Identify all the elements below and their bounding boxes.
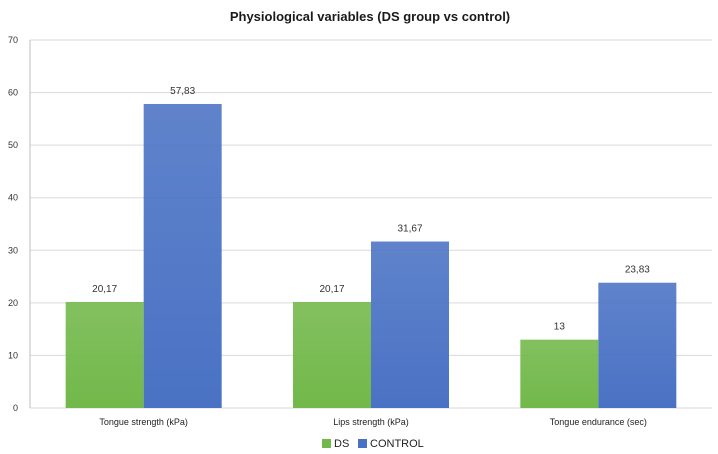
legend-swatch-ds bbox=[322, 439, 331, 448]
legend: DS CONTROL bbox=[322, 438, 424, 450]
data-label: 13 bbox=[554, 322, 566, 333]
data-label: 20,17 bbox=[92, 284, 117, 295]
bars bbox=[65, 103, 677, 408]
legend-label: DS bbox=[334, 438, 349, 450]
y-tick-label: 70 bbox=[8, 35, 18, 45]
category-labels: Tongue strength (kPa) Lips strength (kPa)… bbox=[99, 417, 646, 427]
data-label: 31,67 bbox=[397, 224, 422, 235]
legend-label: CONTROL bbox=[370, 438, 424, 450]
category-label: Tongue strength (kPa) bbox=[99, 417, 188, 427]
y-tick-label: 40 bbox=[8, 193, 18, 203]
bar-control-2 bbox=[371, 241, 449, 408]
chart-title: Physiological variables (DS group vs con… bbox=[230, 9, 510, 24]
bar-control-3 bbox=[598, 282, 677, 408]
y-tick-label: 60 bbox=[8, 88, 18, 98]
data-label: 23,83 bbox=[625, 265, 650, 276]
y-tick-label: 10 bbox=[8, 350, 18, 360]
category-label: Lips strength (kPa) bbox=[333, 417, 409, 427]
data-label: 57,83 bbox=[170, 86, 195, 97]
bar-ds-2 bbox=[293, 301, 371, 408]
data-labels: 20,17 57,83 20,17 31,67 13 23,83 bbox=[92, 86, 650, 333]
y-tick-label: 0 bbox=[13, 403, 18, 413]
y-axis-ticks: 0 10 20 30 40 50 60 70 bbox=[8, 35, 18, 413]
bar-ds-3 bbox=[520, 339, 599, 408]
bar-control-1 bbox=[143, 103, 222, 408]
y-tick-label: 20 bbox=[8, 298, 18, 308]
legend-swatch-control bbox=[358, 439, 367, 448]
data-label: 20,17 bbox=[319, 284, 344, 295]
y-tick-label: 30 bbox=[8, 245, 18, 255]
y-tick-label: 50 bbox=[8, 140, 18, 150]
bar-ds-1 bbox=[65, 301, 144, 408]
category-label: Tongue endurance (sec) bbox=[550, 417, 647, 427]
